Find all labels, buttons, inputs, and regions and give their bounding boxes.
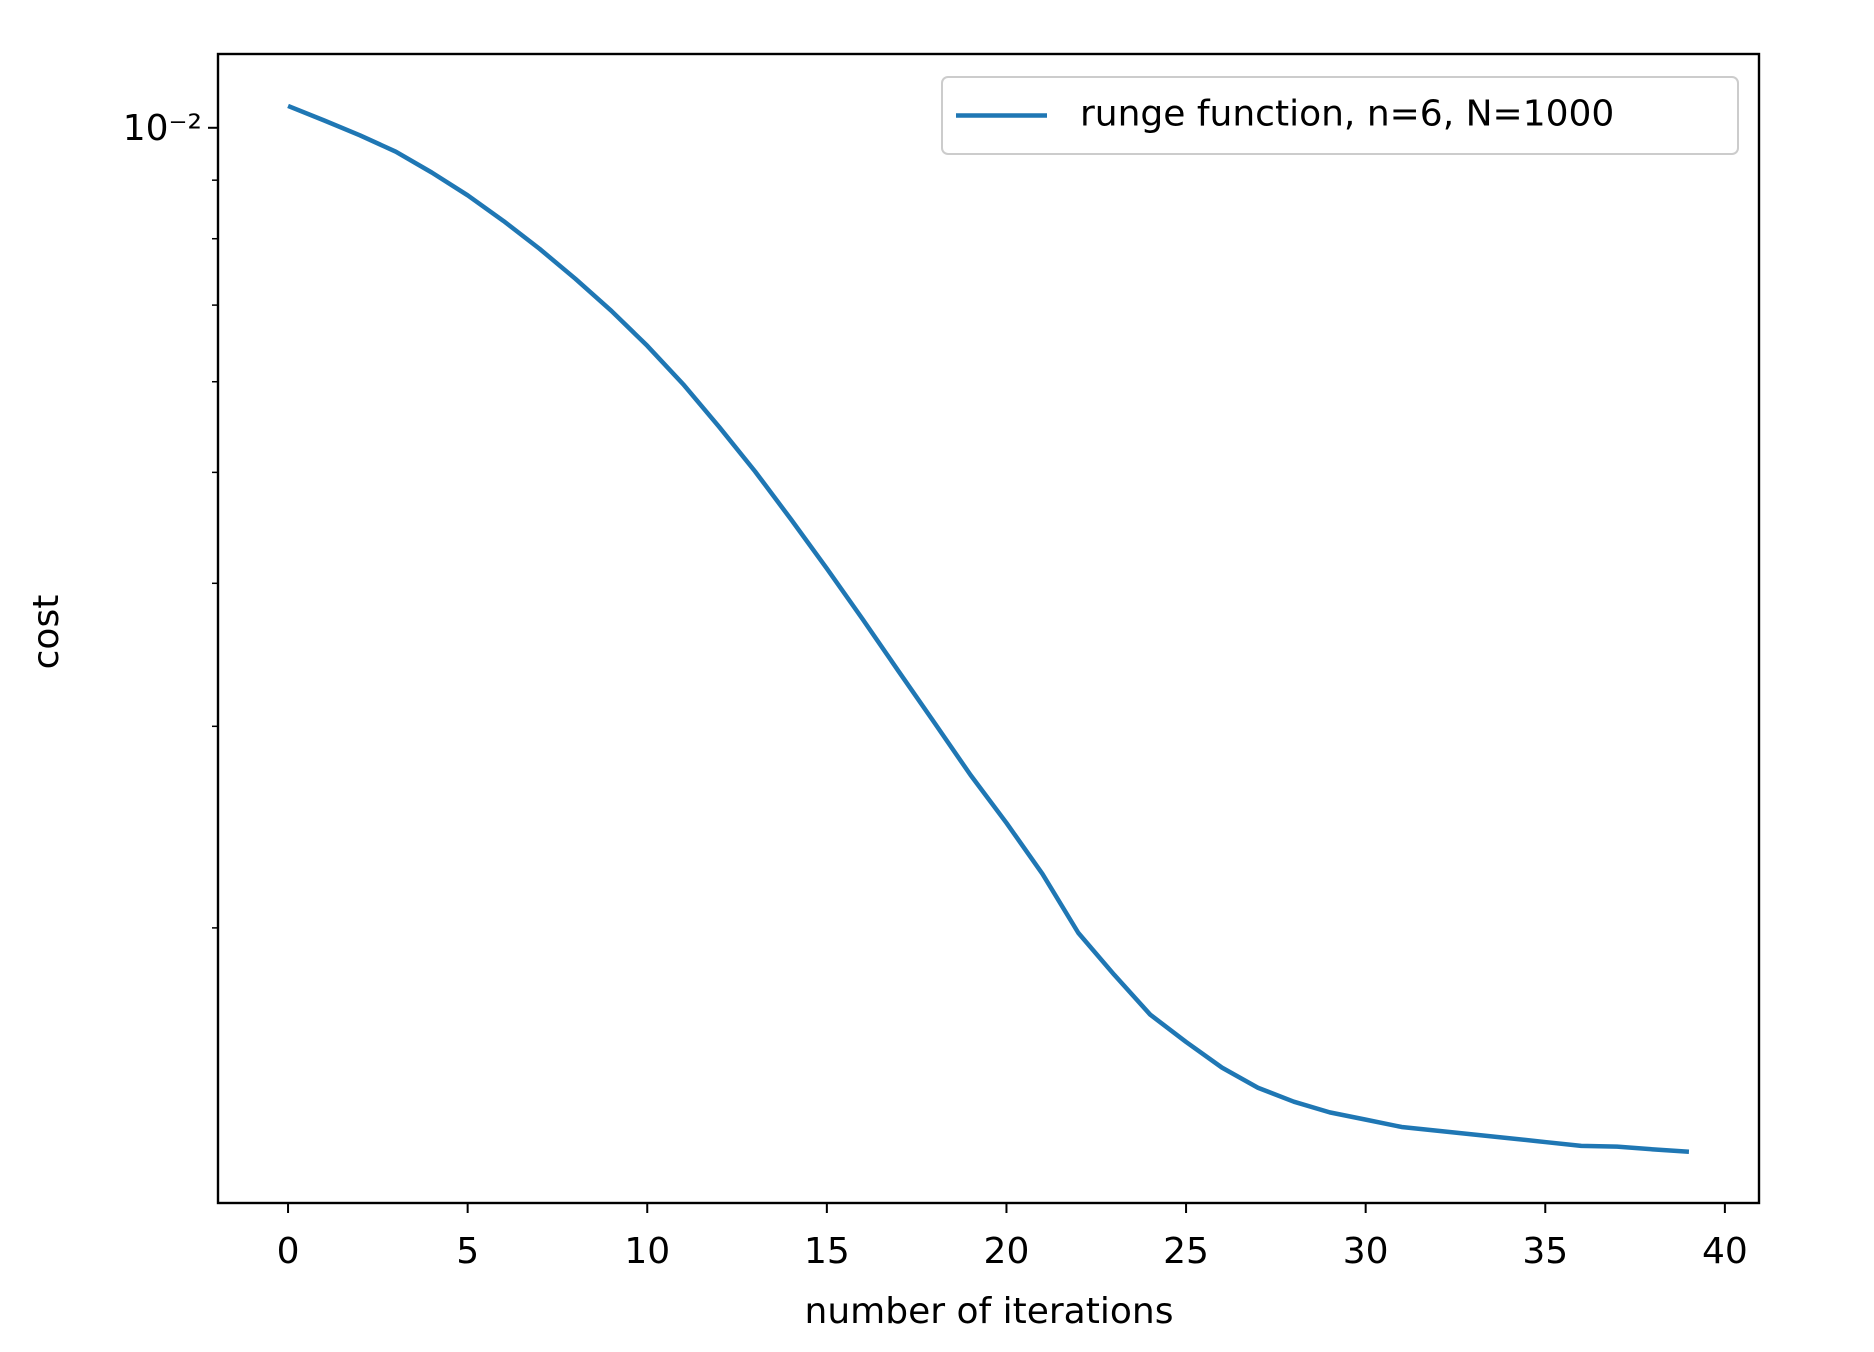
x-tick-label: 30: [1343, 1231, 1389, 1272]
y-tick-label: 10⁻²: [123, 108, 202, 149]
data-line: [287, 103, 1690, 1154]
legend-label: runge function, n=6, N=1000: [1080, 94, 1614, 135]
x-tick-label: 25: [1163, 1231, 1209, 1272]
x-tick-label: 0: [277, 1231, 300, 1272]
x-tick-label: 35: [1522, 1231, 1568, 1272]
legend-box: [941, 76, 1739, 155]
x-axis-label: number of iterations: [805, 1291, 1174, 1332]
x-tick-label: 40: [1702, 1231, 1748, 1272]
x-tick-label: 15: [804, 1231, 850, 1272]
y-axis-label: cost: [26, 595, 67, 670]
x-tick-label: 20: [984, 1231, 1030, 1272]
x-tick-label: 10: [624, 1231, 670, 1272]
x-tick-label: 5: [456, 1231, 479, 1272]
plot-frame: [216, 52, 1761, 1205]
